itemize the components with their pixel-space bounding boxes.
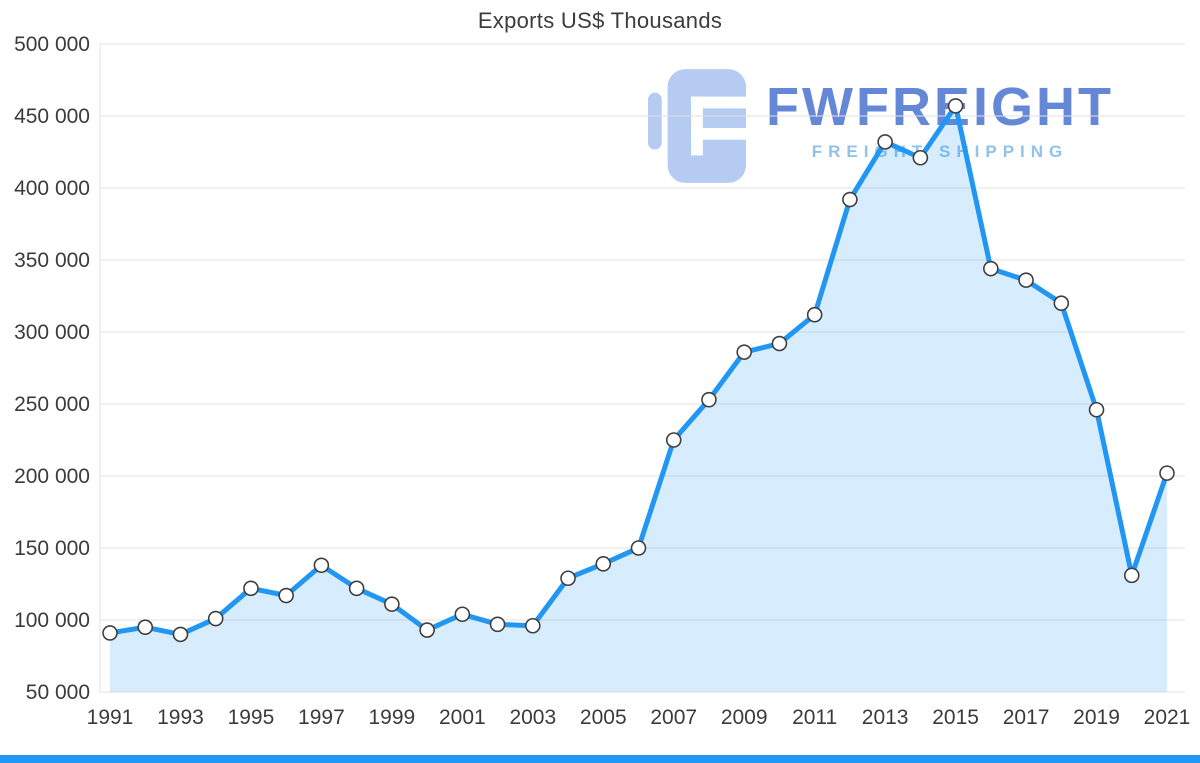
bottom-accent-bar [0,755,1200,763]
data-point-marker[interactable] [454,606,471,623]
y-tick-label: 200 000 [14,465,90,488]
x-tick-label: 1995 [228,706,275,729]
data-point-marker[interactable] [877,134,893,150]
data-point-marker[interactable] [137,619,154,636]
y-tick-label: 300 000 [14,321,90,344]
y-tick-label: 100 000 [14,609,90,632]
x-tick-label: 2009 [721,706,768,729]
data-point-marker[interactable] [771,335,788,352]
data-point-marker[interactable] [912,149,929,166]
x-tick-label: 2019 [1073,706,1120,729]
data-point-marker[interactable] [278,587,294,604]
x-tick-label: 1999 [369,706,416,729]
x-tick-label: 1993 [157,706,204,729]
data-point-marker[interactable] [1123,567,1140,584]
area-fill [110,105,1167,693]
data-point-marker[interactable] [1159,465,1175,481]
x-tick-label: 1997 [298,706,345,729]
x-tick-label: 2017 [1003,706,1050,729]
data-point-marker[interactable] [348,580,365,597]
y-tick-label: 150 000 [14,537,90,560]
chart-title: Exports US$ Thousands [477,8,723,33]
x-tick-label: 2011 [792,706,837,729]
data-point-marker[interactable] [207,610,224,627]
data-point-marker[interactable] [983,260,999,277]
x-tick-label: 2013 [862,706,909,729]
data-point-marker[interactable] [630,540,647,556]
data-point-marker[interactable] [947,98,964,114]
data-point-marker[interactable] [806,306,823,323]
data-point-marker[interactable] [313,557,330,574]
data-point-marker[interactable] [489,616,506,633]
data-point-marker[interactable] [842,191,858,208]
x-tick-label: 2003 [509,706,556,729]
x-tick-label: 2015 [932,706,979,729]
watermark-brand: FWFREIGHT [766,77,1114,137]
y-tick-label: 50 000 [26,681,90,704]
data-point-marker[interactable] [595,556,612,572]
data-point-marker[interactable] [243,580,259,597]
data-point-marker[interactable] [701,391,717,408]
x-tick-label: 2005 [580,706,627,729]
data-point-marker[interactable] [419,622,435,638]
data-point-marker[interactable] [1018,272,1034,288]
data-point-marker[interactable] [102,625,118,641]
y-tick-label: 450 000 [14,105,90,128]
data-point-marker[interactable] [384,596,400,612]
x-tick-label: 1991 [87,706,134,729]
fwfreight-logo-icon [648,69,746,183]
data-point-marker[interactable] [1053,295,1070,312]
x-tick-label: 2007 [650,706,697,729]
x-tick-label: 2001 [439,706,486,729]
y-tick-label: 350 000 [14,249,90,272]
data-point-marker[interactable] [736,344,753,360]
y-tick-label: 500 000 [14,33,90,56]
data-point-marker[interactable] [665,432,682,448]
data-point-marker[interactable] [172,626,189,643]
watermark: FWFREIGHT FREIGHT SHIPPING [648,68,1114,184]
watermark-text: FWFREIGHT FREIGHT SHIPPING [766,68,1114,162]
y-tick-label: 250 000 [14,393,90,416]
y-tick-label: 400 000 [14,177,90,200]
data-point-marker[interactable] [524,617,541,634]
data-point-marker[interactable] [560,570,576,587]
data-point-marker[interactable] [1088,401,1105,418]
x-tick-label: 2021 [1144,706,1191,729]
